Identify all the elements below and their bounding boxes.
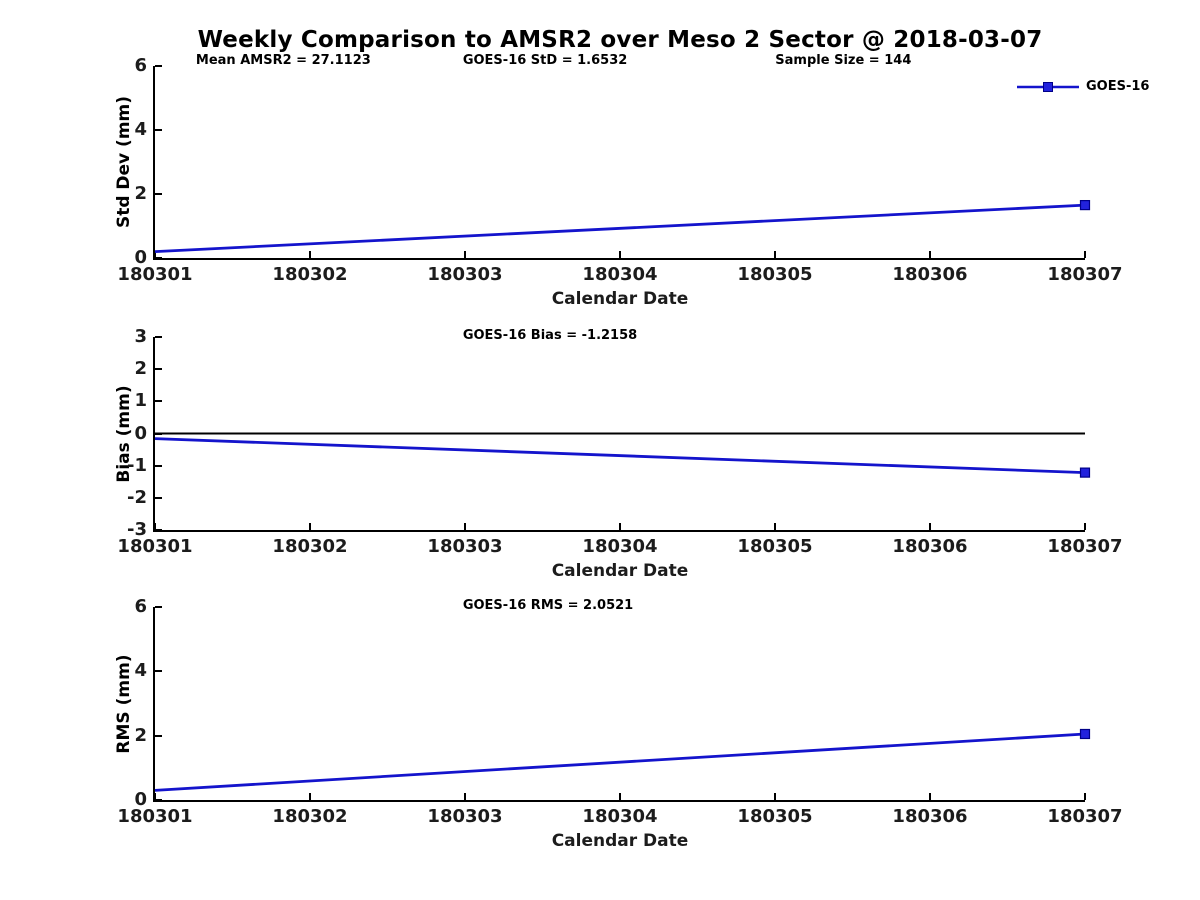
x-tick-mark — [464, 251, 466, 258]
y-tick-label: 0 — [134, 789, 147, 810]
x-tick-label: 180305 — [737, 806, 813, 827]
x-tick-label: 180305 — [737, 536, 813, 557]
x-tick-mark — [309, 793, 311, 800]
y-tick-mark — [155, 734, 162, 737]
x-tick-mark — [774, 523, 776, 530]
y-tick-label: 2 — [134, 724, 147, 746]
x-tick-mark — [154, 523, 156, 530]
x-tick-mark — [1084, 793, 1086, 800]
x-tick-label: 180306 — [892, 536, 968, 557]
y-tick-mark — [155, 496, 162, 499]
x-tick-label: 180304 — [582, 264, 658, 285]
plot-area-bias — [153, 337, 1085, 532]
plot-canvas-std-dev — [154, 199, 1091, 253]
x-tick-label: 180303 — [427, 806, 503, 827]
x-tick-mark — [464, 793, 466, 800]
y-axis-label-rms: RMS (mm) — [114, 653, 134, 754]
y-tick-label: 4 — [134, 660, 147, 682]
x-tick-label: 180301 — [117, 264, 193, 285]
x-tick-label: 180301 — [117, 536, 193, 557]
plot-canvas-rms — [154, 728, 1091, 792]
x-tick-label: 180303 — [427, 264, 503, 285]
y-tick-mark — [155, 368, 162, 371]
x-tick-label: 180305 — [737, 264, 813, 285]
x-tick-label: 180306 — [892, 806, 968, 827]
y-tick-mark — [155, 464, 162, 467]
legend-marker-icon — [1017, 81, 1079, 92]
y-tick-label: -1 — [127, 454, 147, 476]
x-tick-label: 180307 — [1047, 806, 1123, 827]
x-tick-mark — [619, 251, 621, 258]
chart-title: Weekly Comparison to AMSR2 over Meso 2 S… — [197, 27, 1043, 53]
data-marker-goes-16 — [1079, 199, 1091, 211]
x-tick-mark — [774, 793, 776, 800]
plot-area-rms — [153, 607, 1085, 802]
x-tick-label: 180302 — [272, 806, 348, 827]
y-tick-label: 1 — [134, 390, 147, 412]
annotation: GOES-16 Bias = -1.2158 — [462, 328, 638, 343]
x-tick-mark — [1084, 523, 1086, 530]
y-tick-mark — [155, 799, 162, 801]
y-tick-label: -3 — [127, 519, 147, 540]
legend: GOES-16 — [1017, 79, 1149, 94]
annotation: Mean AMSR2 = 27.1123 — [195, 53, 371, 68]
data-line-goes-16 — [154, 437, 1086, 475]
x-tick-label: 180302 — [272, 264, 348, 285]
x-tick-mark — [619, 523, 621, 530]
x-tick-mark — [309, 523, 311, 530]
y-tick-mark — [155, 529, 162, 531]
annotation: GOES-16 StD = 1.6532 — [462, 53, 628, 68]
x-tick-label: 180304 — [582, 806, 658, 827]
plot-area-std-dev — [153, 66, 1085, 260]
y-axis-label-std-dev: Std Dev (mm) — [114, 95, 134, 229]
x-tick-label: 180302 — [272, 536, 348, 557]
legend-label: GOES-16 — [1086, 79, 1150, 94]
y-tick-mark — [155, 400, 162, 403]
data-line-goes-16 — [154, 732, 1086, 792]
y-tick-mark — [155, 129, 162, 131]
x-tick-mark — [154, 251, 156, 258]
x-tick-mark — [774, 251, 776, 258]
y-tick-label: -2 — [127, 486, 147, 508]
data-line-goes-16 — [154, 203, 1086, 253]
y-tick-mark — [155, 606, 162, 608]
annotation: GOES-16 RMS = 2.0521 — [462, 598, 634, 613]
y-tick-mark — [155, 336, 162, 338]
x-tick-label: 180306 — [892, 264, 968, 285]
x-tick-label: 180307 — [1047, 536, 1123, 557]
x-tick-mark — [1084, 251, 1086, 258]
x-tick-mark — [154, 793, 156, 800]
y-tick-label: 6 — [134, 596, 147, 617]
y-tick-label: 0 — [134, 247, 147, 268]
x-tick-mark — [929, 251, 931, 258]
x-tick-mark — [464, 523, 466, 530]
y-tick-mark — [155, 670, 162, 673]
x-tick-label: 180307 — [1047, 264, 1123, 285]
x-tick-mark — [309, 251, 311, 258]
x-tick-label: 180303 — [427, 536, 503, 557]
y-tick-label: 0 — [134, 422, 147, 444]
x-axis-label: Calendar Date — [551, 831, 689, 851]
y-tick-label: 2 — [134, 358, 147, 380]
y-tick-label: 6 — [134, 55, 147, 76]
y-tick-label: 4 — [134, 119, 147, 140]
data-marker-goes-16 — [1079, 467, 1091, 478]
annotation: Sample Size = 144 — [775, 53, 912, 68]
x-tick-mark — [619, 793, 621, 800]
y-tick-label: 2 — [134, 183, 147, 204]
plot-canvas-bias — [154, 432, 1091, 478]
x-axis-label: Calendar Date — [551, 561, 689, 581]
x-tick-label: 180301 — [117, 806, 193, 827]
x-tick-label: 180304 — [582, 536, 658, 557]
x-axis-label: Calendar Date — [551, 289, 689, 309]
y-tick-mark — [155, 65, 162, 67]
x-tick-mark — [929, 523, 931, 530]
y-tick-mark — [155, 193, 162, 195]
x-tick-mark — [929, 793, 931, 800]
y-tick-mark — [155, 257, 162, 259]
data-marker-goes-16 — [1079, 728, 1091, 740]
y-tick-label: 3 — [134, 326, 147, 347]
